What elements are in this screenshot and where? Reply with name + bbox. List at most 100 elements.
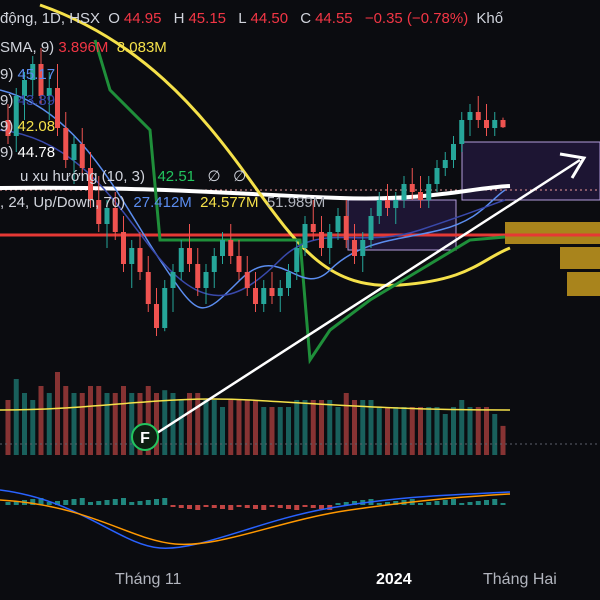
empty-set-icon-2: ∅ (233, 168, 247, 185)
macd-histogram-bar (393, 501, 399, 505)
macd-histogram-bar (418, 503, 423, 505)
volume-bar (203, 400, 209, 455)
candle-body (343, 216, 349, 240)
open-label: O 44.95 (108, 10, 162, 27)
volume-bar (459, 400, 465, 455)
volume-bar (96, 386, 102, 455)
volume-profile-bar-3 (567, 272, 600, 296)
candle-body (459, 120, 465, 144)
candle-body (434, 168, 440, 184)
ma4-legend[interactable]: 9) 44.78 (0, 144, 56, 161)
macd-histogram-bar (129, 502, 135, 505)
candle-body (401, 184, 407, 200)
volume-bar (294, 400, 300, 455)
volume-bar (327, 400, 333, 455)
macd-histogram-bar (46, 502, 52, 505)
candle-body (63, 128, 69, 160)
volume-bar (145, 386, 151, 455)
chart-header: động, 1D, HSX O 44.95 H 45.15 L 44.50 C 44.5… (0, 10, 507, 27)
candle-body (335, 216, 341, 232)
volume-bar (236, 400, 242, 455)
macd-histogram-bar (195, 505, 201, 510)
close-label: C 44.55 (300, 10, 353, 27)
volume-bar (79, 393, 85, 455)
high-label: H 45.15 (173, 10, 227, 27)
marker-f-circle (131, 423, 159, 451)
macd-histogram-bar (137, 501, 143, 505)
candle-body (203, 272, 209, 288)
volume-bar (121, 386, 126, 455)
macd-histogram-bar (38, 498, 44, 505)
macd-histogram-bar (376, 503, 382, 505)
volume-bar (220, 407, 225, 455)
macd-signal-line (0, 493, 511, 546)
macd-histogram-bar (294, 505, 300, 510)
macd-histogram-bar (442, 500, 448, 505)
ma2-legend[interactable]: 9) 43.89 (0, 92, 56, 109)
candle-body (277, 288, 283, 296)
trend-legend[interactable]: u xu hướng (10, 3) 42.51 ∅ ∅ (20, 168, 247, 185)
volume-bar (451, 407, 456, 455)
candle-body (71, 144, 77, 160)
volume-bar (352, 400, 357, 455)
volume-profile-bar-1 (505, 222, 600, 244)
macd-histogram-bar (492, 499, 498, 505)
volume-bar (228, 400, 234, 455)
candle-body (162, 288, 168, 328)
volume-bar (467, 407, 473, 455)
candle-body (187, 248, 192, 264)
volume-bar (376, 407, 382, 455)
volume-bar (211, 400, 217, 455)
macd-histogram-bar (112, 499, 118, 505)
candle-body (154, 304, 159, 328)
macd-histogram-bar (154, 499, 159, 505)
volume-legend[interactable]: SMA, 9) 3.896M 8.083M (0, 39, 167, 56)
volume-bar (253, 400, 258, 455)
x-tick-feb: Tháng Hai (483, 571, 557, 588)
volume-bar (55, 372, 60, 455)
ma1-legend[interactable]: 9) 45.17 (0, 66, 56, 83)
change-value: −0.35 (−0.78%) (364, 10, 469, 27)
updown-legend[interactable]: , 24, Up/Down, 70) 27.412M 24.577M 51.98… (0, 194, 326, 211)
candle-body (442, 160, 448, 168)
macd-histogram-bar (203, 505, 209, 507)
empty-set-icon: ∅ (207, 168, 221, 185)
candle-body (96, 200, 102, 224)
candle-body (244, 272, 250, 288)
marker-f-label: F (140, 430, 150, 447)
ma-blue-line (0, 89, 506, 309)
volume-bar (286, 407, 291, 455)
macd-histogram-bar (261, 505, 267, 510)
macd-histogram-bar (343, 502, 349, 505)
candle-body (269, 288, 275, 296)
volume-bar (360, 400, 366, 455)
candle-body (368, 216, 374, 240)
volume-bar (112, 393, 118, 455)
volume-bar (385, 407, 390, 455)
macd-histogram-bar (178, 505, 184, 508)
x-tick-2024: 2024 (376, 571, 412, 588)
ma3-legend[interactable]: 9) 42.08 (0, 118, 56, 135)
candle-body (327, 232, 333, 248)
volume-bar (442, 414, 448, 455)
low-label: L 44.50 (238, 10, 289, 27)
volume-bar (269, 407, 275, 455)
macd-histogram-bar (302, 505, 308, 507)
macd-histogram-bar (310, 505, 316, 508)
macd-histogram-bar (451, 499, 456, 505)
macd-histogram-bar (228, 505, 234, 510)
macd-histogram-bar (13, 501, 19, 505)
candle-body (88, 168, 93, 200)
volume-bar (500, 425, 506, 455)
candle-body (30, 64, 36, 80)
macd-histogram-bar (121, 498, 126, 505)
candle-body (426, 184, 432, 200)
candle-body (286, 272, 291, 288)
candle-body (104, 208, 110, 224)
volume-bar (244, 400, 250, 455)
candle-body (302, 224, 308, 248)
candle-body (409, 184, 415, 192)
volume-bar (162, 390, 168, 455)
macd-histogram-bar (63, 500, 69, 505)
